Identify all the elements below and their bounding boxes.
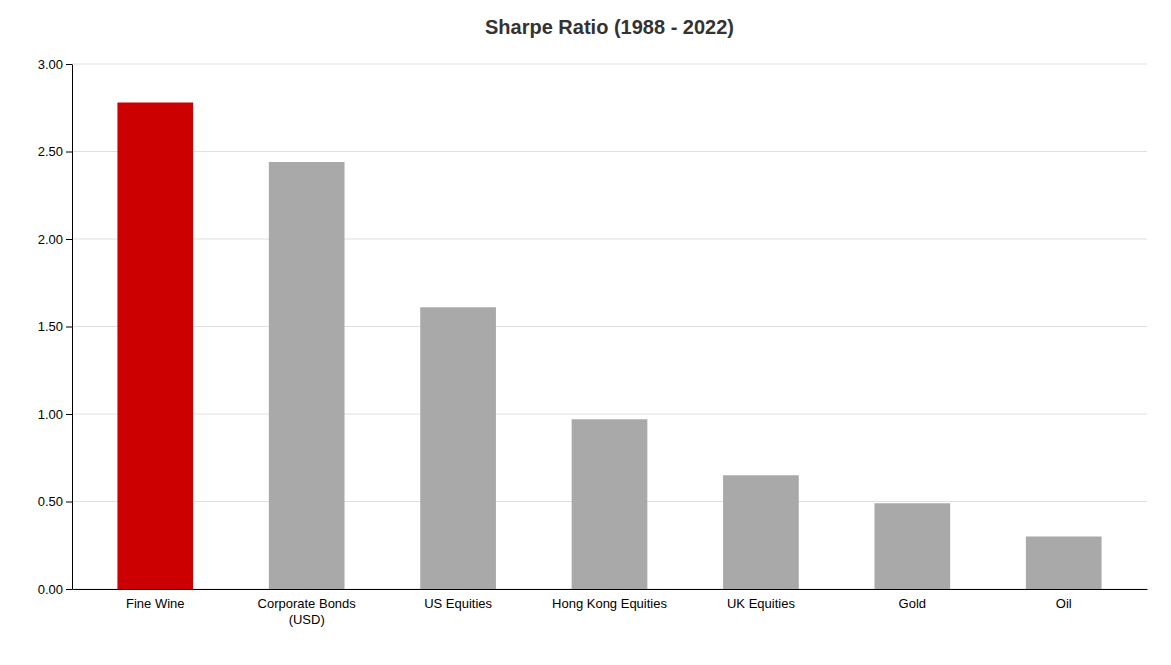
chart-svg: 0.00 0.50 1.00 1.50 2.00 2.50 3.00 Fine Wine Cor…: [0, 0, 1171, 665]
x-tick-label-line: Oil: [1056, 596, 1072, 611]
bar: [723, 475, 799, 589]
y-tick-mark: [66, 327, 72, 328]
x-axis-line: [73, 589, 1148, 590]
y-tick: 3.00: [38, 57, 72, 72]
x-tick-label: Gold: [899, 596, 926, 611]
bar: [117, 103, 193, 590]
y-tick: 2.00: [38, 232, 72, 247]
y-tick-label: 2.00: [38, 232, 63, 247]
x-tick-label: US Equities: [424, 596, 492, 611]
y-tick: 0.00: [38, 582, 72, 597]
x-tick: Hong Kong Equities: [552, 596, 667, 611]
y-tick-mark: [66, 414, 72, 415]
y-tick-label: 0.00: [38, 582, 63, 597]
y-tick: 1.00: [38, 407, 72, 422]
plot-area: [117, 103, 1101, 590]
bar: [874, 503, 950, 589]
bar: [572, 419, 648, 589]
y-axis: 0.00 0.50 1.00 1.50 2.00 2.50 3.00: [38, 57, 73, 597]
x-axis: Fine Wine Corporate Bonds(USD) US Equities…: [73, 590, 1148, 627]
grid-line: [72, 414, 1147, 415]
bar: [420, 307, 496, 589]
x-tick-label-line: Gold: [899, 596, 926, 611]
x-tick-label: Hong Kong Equities: [552, 596, 667, 611]
grid-line: [72, 64, 1147, 65]
x-tick: UK Equities: [727, 596, 795, 611]
y-tick-mark: [66, 589, 72, 590]
y-tick-label: 1.00: [38, 407, 63, 422]
x-tick: Oil: [1056, 596, 1072, 611]
bar: [269, 162, 345, 589]
grid-line: [72, 151, 1147, 152]
y-tick-label: 0.50: [38, 494, 63, 509]
y-tick-label: 1.50: [38, 319, 63, 334]
x-tick-label-line: Corporate Bonds: [258, 596, 357, 611]
grid-line: [72, 239, 1147, 240]
y-tick-label: 3.00: [38, 57, 63, 72]
grid: [72, 64, 1147, 589]
y-tick: 0.50: [38, 494, 72, 509]
x-tick-label-line: Fine Wine: [126, 596, 185, 611]
chart-title: Sharpe Ratio (1988 - 2022): [485, 16, 734, 38]
x-tick-label-line: Hong Kong Equities: [552, 596, 667, 611]
x-tick-label: UK Equities: [727, 596, 795, 611]
y-tick-mark: [66, 502, 72, 503]
x-tick: Fine Wine: [126, 596, 185, 611]
x-tick-label-line: US Equities: [424, 596, 492, 611]
y-tick-mark: [66, 64, 72, 65]
x-tick: Gold: [899, 596, 926, 611]
y-axis-line: [72, 65, 73, 590]
y-tick: 1.50: [38, 319, 72, 334]
x-tick: Corporate Bonds(USD): [258, 596, 357, 627]
grid-line: [72, 326, 1147, 327]
x-tick-label-line: (USD): [289, 612, 325, 627]
chart-container: 0.00 0.50 1.00 1.50 2.00 2.50 3.00 Fine Wine Cor…: [0, 0, 1171, 665]
bar: [1026, 537, 1102, 590]
y-tick-mark: [66, 239, 72, 240]
y-tick-mark: [66, 152, 72, 153]
x-tick-label: Fine Wine: [126, 596, 185, 611]
y-tick-label: 2.50: [38, 144, 63, 159]
y-tick: 2.50: [38, 144, 72, 159]
x-tick-label: Corporate Bonds(USD): [258, 596, 357, 627]
x-tick-label-line: UK Equities: [727, 596, 795, 611]
x-tick: US Equities: [424, 596, 492, 611]
x-tick-label: Oil: [1056, 596, 1072, 611]
